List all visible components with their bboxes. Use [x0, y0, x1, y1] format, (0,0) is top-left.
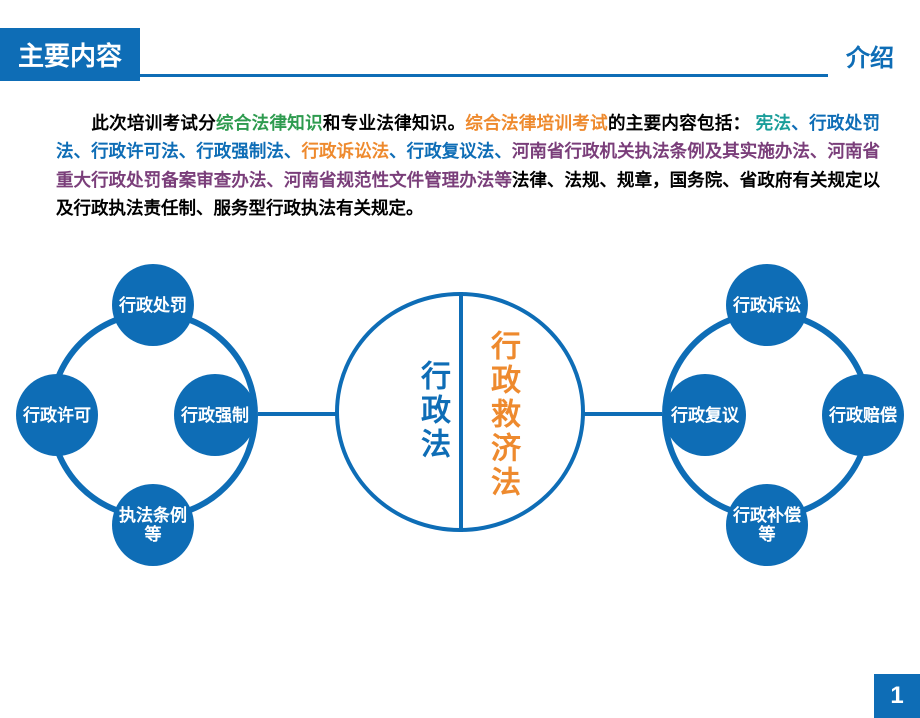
header-subtitle: 介绍 [828, 28, 920, 81]
connector-left [258, 412, 338, 416]
node-admin-review: 行政复议 [664, 374, 746, 456]
center-divider [459, 292, 463, 532]
txt-orange: 行政诉讼法 [301, 141, 389, 161]
header-rule [140, 74, 828, 81]
txt-teal: 宪法 [756, 113, 792, 133]
txt-green: 综合法律知识 [216, 113, 323, 133]
center-label-right: 行政救济法 [480, 330, 524, 500]
concept-diagram: 行政处罚 行政许可 行政强制 执法条例等 行政法 行政救济法 行政诉讼 行政复议… [0, 230, 920, 610]
txt: 和专业法律知识。 [323, 113, 466, 133]
node-admin-litigation: 行政诉讼 [726, 264, 808, 346]
txt: 的主要内容包括： [608, 113, 751, 133]
txt-orange: 综合法律培训考试 [465, 113, 608, 133]
header-bar: 主要内容 介绍 [0, 28, 920, 81]
txt: 此次培训考试分 [91, 113, 216, 133]
page-number: 1 [874, 674, 920, 718]
node-admin-compel: 行政强制 [174, 374, 256, 456]
center-label-left: 行政法 [410, 360, 454, 462]
node-admin-compensate: 行政赔偿 [822, 374, 904, 456]
section-title: 主要内容 [0, 28, 140, 81]
node-admin-penalty: 行政处罚 [112, 264, 194, 346]
connector-right [582, 412, 662, 416]
node-admin-license: 行政许可 [16, 374, 98, 456]
txt-blue: 、 [791, 113, 809, 133]
intro-paragraph: 此次培训考试分综合法律知识和专业法律知识。综合法律培训考试的主要内容包括： 宪法… [56, 109, 880, 222]
node-admin-indemnify: 行政补偿等 [726, 484, 808, 566]
txt-blue: 、行政复议法、 [389, 141, 512, 161]
node-enforce-reg: 执法条例等 [112, 484, 194, 566]
